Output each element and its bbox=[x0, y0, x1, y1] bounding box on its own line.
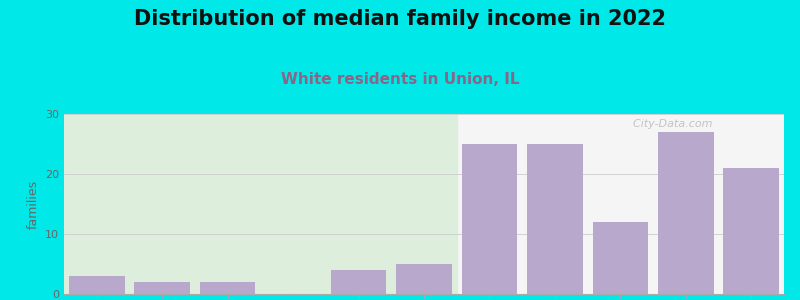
Bar bbox=[64, 114, 457, 294]
Bar bbox=[723, 168, 779, 294]
Y-axis label: families: families bbox=[26, 179, 39, 229]
Bar bbox=[69, 276, 125, 294]
Bar bbox=[330, 270, 386, 294]
Bar bbox=[134, 282, 190, 294]
Bar bbox=[462, 144, 518, 294]
Bar bbox=[658, 132, 714, 294]
Text: City-Data.com: City-Data.com bbox=[626, 119, 712, 129]
Text: Distribution of median family income in 2022: Distribution of median family income in … bbox=[134, 9, 666, 29]
Bar bbox=[527, 144, 582, 294]
Text: White residents in Union, IL: White residents in Union, IL bbox=[281, 72, 519, 87]
Bar bbox=[593, 222, 648, 294]
Bar bbox=[200, 282, 255, 294]
Bar bbox=[396, 264, 452, 294]
